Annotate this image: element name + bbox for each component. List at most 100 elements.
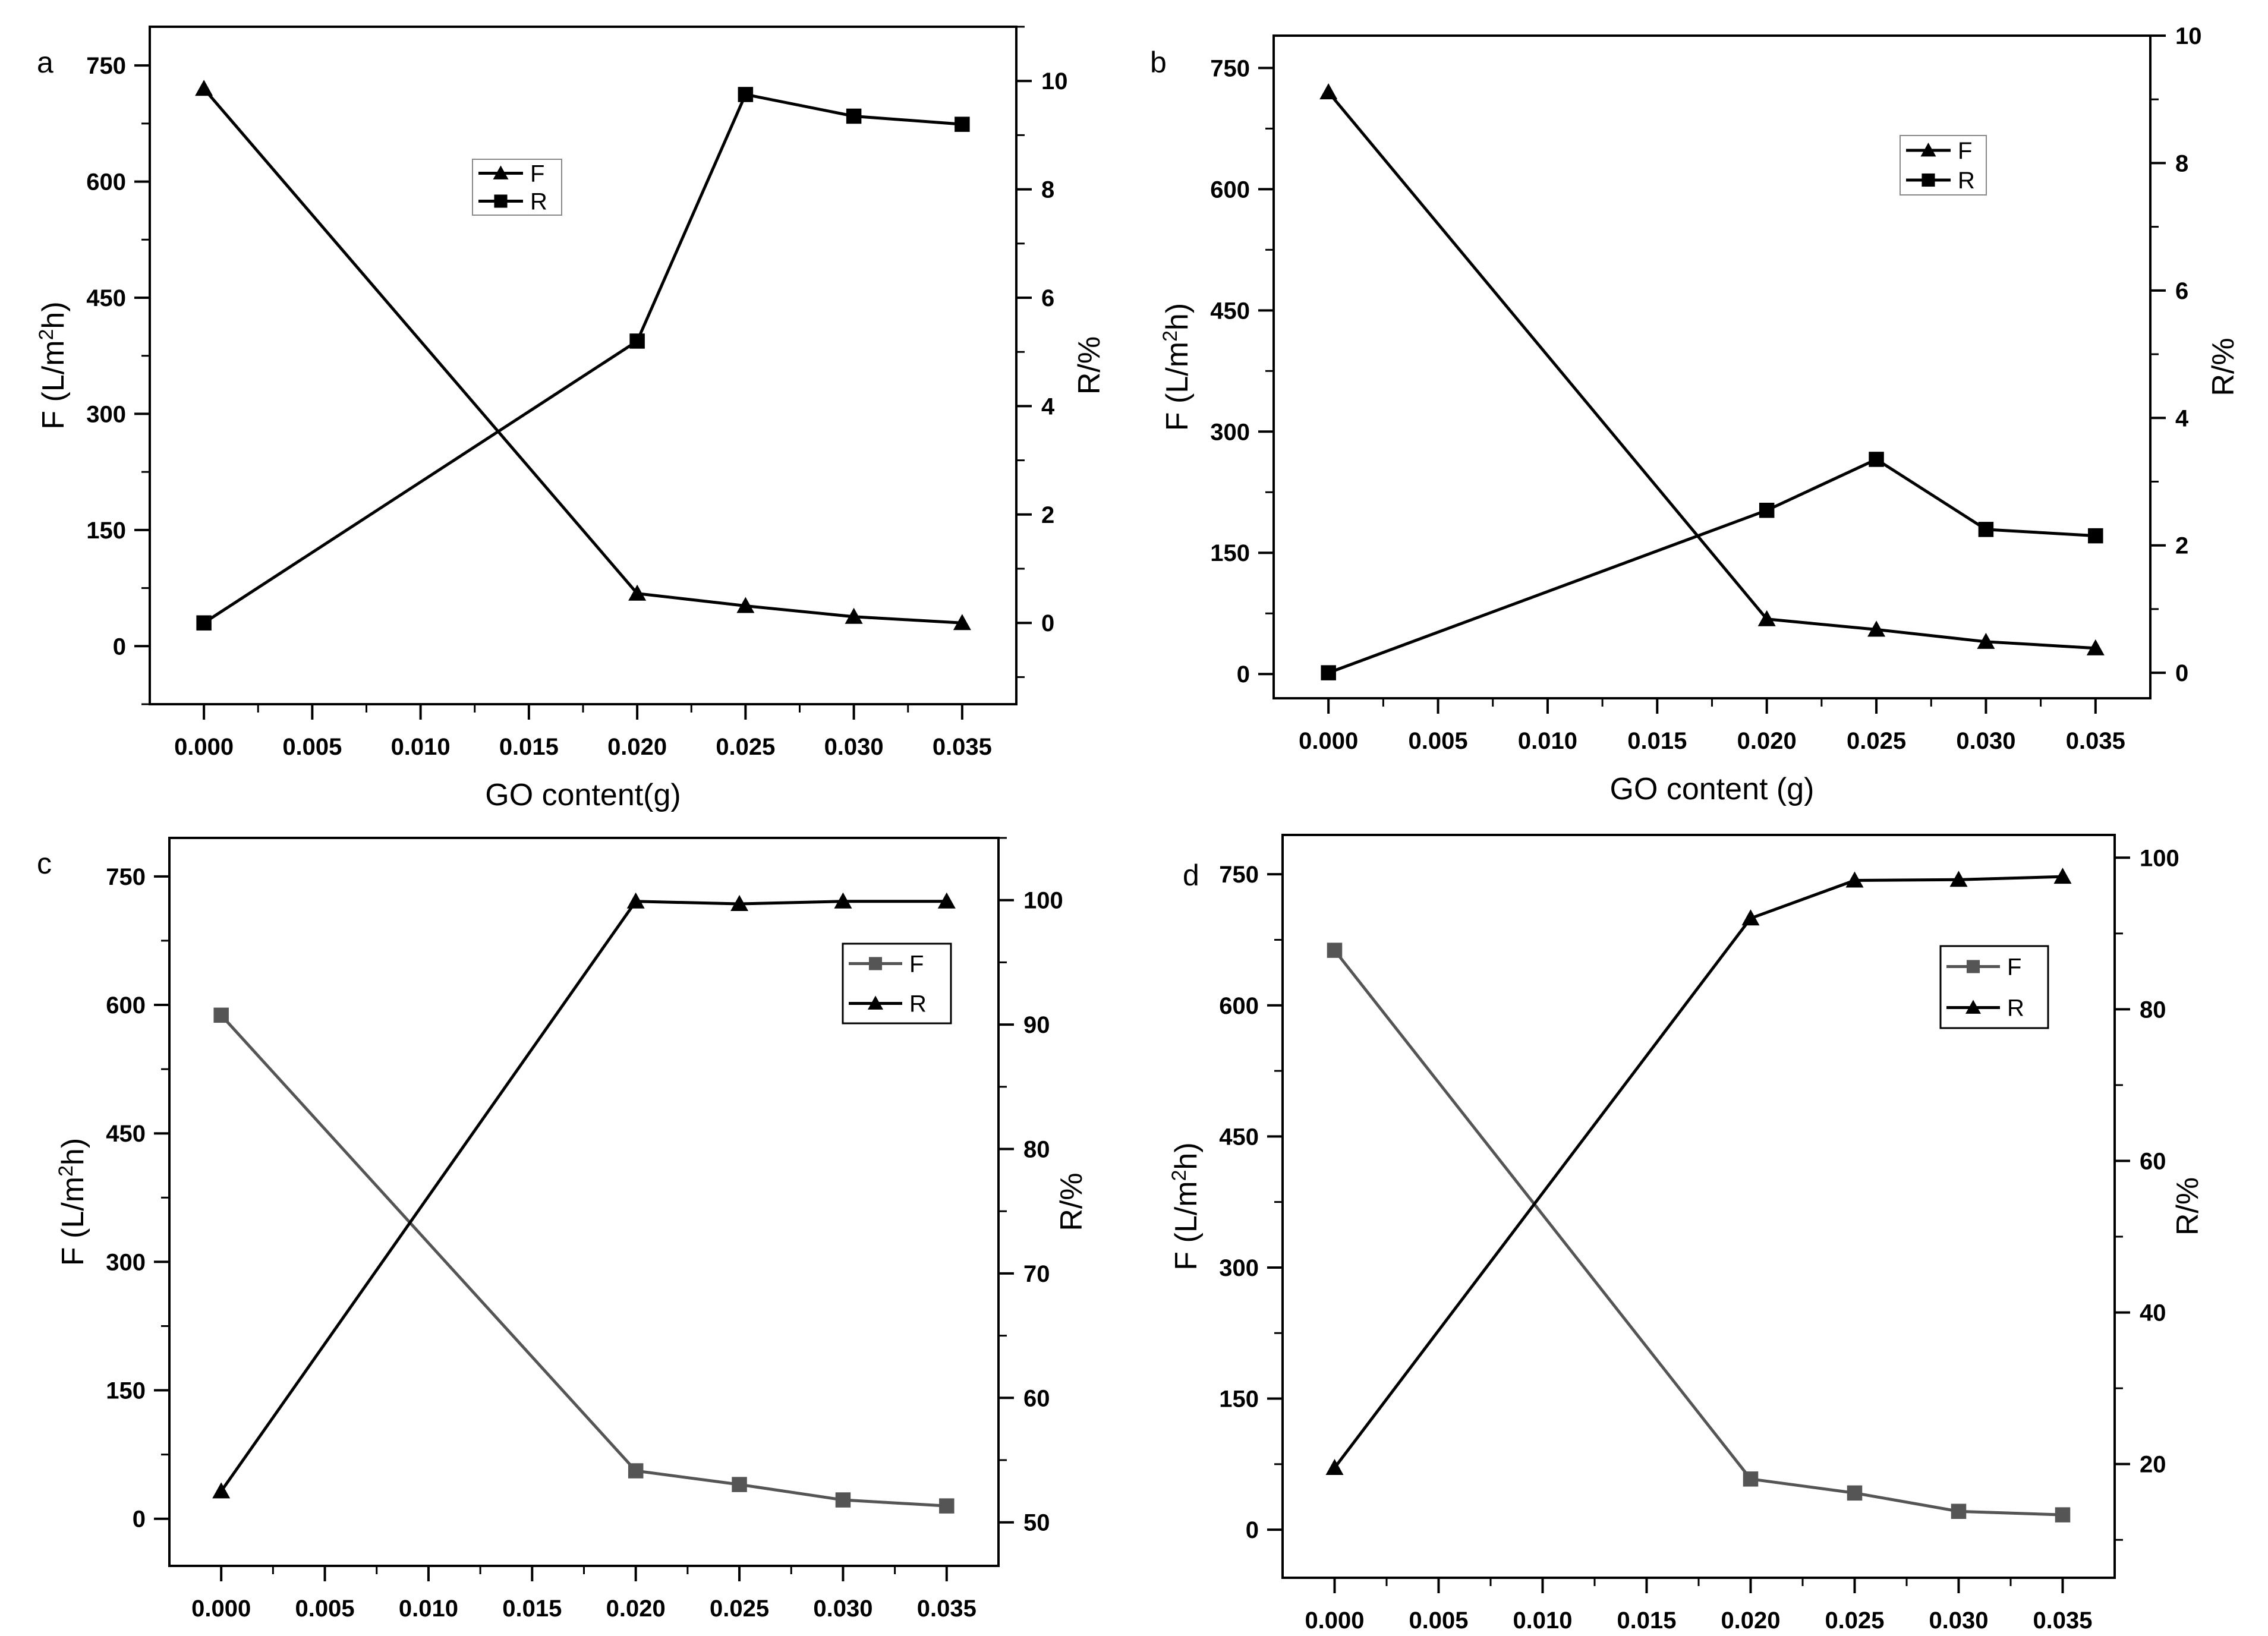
x-tick-label: 0.035 <box>933 734 992 760</box>
y-left-tick-label: 150 <box>1219 1386 1259 1413</box>
panel-d: 0.000 0.005 0.010 0.015 0.020 0.025 0.030 0.035… <box>1168 834 2205 1634</box>
y-left-tick-label: 0 <box>1237 661 1250 688</box>
y-right-axis-label: R/% <box>1072 336 1107 395</box>
panel-a: 0.000 0.005 0.010 0.015 0.020 0.025 0.030 0.035… <box>35 26 1107 812</box>
y-left-axis-label: F (L/m2h) <box>35 301 71 429</box>
legend-marker-F <box>1920 143 1936 157</box>
y-right-tick-label: 60 <box>1023 1385 1050 1411</box>
data-point-R <box>1845 871 1864 888</box>
data-point-F <box>2086 639 2105 655</box>
data-point-R <box>730 894 749 911</box>
y-left-label-text: h) <box>1160 303 1195 330</box>
y-left-tick-label: 600 <box>1210 176 1250 203</box>
data-point-F <box>2055 1507 2071 1522</box>
y-left-tick-label: 300 <box>1219 1255 1259 1281</box>
y-left-tick-label: 150 <box>1210 540 1250 566</box>
data-point-R <box>1759 502 1775 518</box>
x-tick-label: 0.010 <box>399 1596 458 1622</box>
y-right-tick-label: 100 <box>1023 888 1063 914</box>
panel-label: c <box>37 847 52 880</box>
y-right-tick-label: 8 <box>1041 177 1054 203</box>
x-tick-label: 0.030 <box>824 734 884 760</box>
y-left-label-superscript: 2 <box>35 329 58 341</box>
x-tick-label: 0.020 <box>606 1596 666 1622</box>
y-right-tick-label: 2 <box>1041 502 1054 528</box>
y-left-tick-label: 300 <box>106 1249 146 1275</box>
legend-label-F: F <box>530 161 544 187</box>
legend-marker-R <box>1965 1000 1981 1014</box>
y-right-axis-label: R/% <box>2171 1177 2205 1235</box>
y-right-tick-label: 80 <box>2140 997 2166 1023</box>
x-tick-label: 0.010 <box>1513 1607 1572 1634</box>
data-point-F <box>1847 1485 1863 1501</box>
y-left-label-text: F (L/m <box>36 340 71 429</box>
y-right-tick-label: 90 <box>1023 1012 1050 1038</box>
legend-box <box>1900 135 1987 196</box>
y-right-tick-label: 50 <box>1023 1510 1050 1536</box>
y-right-tick-label: 2 <box>2175 533 2188 559</box>
legend-marker-F <box>493 165 509 179</box>
data-point-R <box>1869 452 1884 467</box>
y-right-tick-label: 6 <box>2175 278 2188 304</box>
data-point-F <box>953 614 971 631</box>
data-point-F <box>732 1477 747 1492</box>
y-right-tick-label: 100 <box>2140 845 2179 871</box>
y-right-tick-label: 60 <box>2140 1148 2166 1174</box>
y-left-tick-label: 150 <box>106 1378 146 1404</box>
y-left-tick-label: 0 <box>1246 1517 1259 1543</box>
x-tick-label: 0.015 <box>499 734 559 760</box>
y-left-label-text: F (L/m <box>56 1177 90 1266</box>
x-tick-label: 0.030 <box>1929 1607 1988 1634</box>
x-tick-label: 0.035 <box>917 1596 976 1622</box>
data-point-F <box>1951 1503 1967 1519</box>
x-tick-label: 0.020 <box>1737 728 1797 754</box>
y-right-tick-label: 4 <box>2175 405 2189 431</box>
data-point-R <box>2088 528 2103 544</box>
legend-marker-F <box>1966 960 1980 973</box>
x-tick-label: 0.025 <box>1825 1607 1884 1634</box>
panel-label: b <box>1150 46 1167 79</box>
legend-box <box>842 942 952 1025</box>
data-point-F <box>1977 632 1995 649</box>
data-point-R <box>834 892 852 909</box>
data-point-F <box>628 1463 644 1479</box>
y-left-tick-label: 450 <box>106 1121 146 1147</box>
data-point-R <box>629 333 645 349</box>
y-left-tick-label: 300 <box>86 401 126 427</box>
data-point-R <box>212 1482 231 1499</box>
legend-label-F: F <box>909 951 924 978</box>
legend-label-R: R <box>530 189 547 215</box>
y-right-axis-label: R/% <box>2206 338 2241 396</box>
y-left-tick-label: 600 <box>106 992 146 1019</box>
y-left-label-superscript: 2 <box>1159 330 1182 342</box>
y-left-tick-label: 750 <box>106 864 146 890</box>
legend-marker-R <box>1922 173 1935 187</box>
x-tick-label: 0.035 <box>2066 728 2125 754</box>
legend-label-R: R <box>909 991 927 1017</box>
data-point-F <box>736 597 755 613</box>
data-point-F <box>1757 610 1776 626</box>
y-left-tick-label: 0 <box>113 633 126 660</box>
legend-label-R: R <box>1958 168 1975 194</box>
x-tick-label: 0.015 <box>1617 1607 1676 1634</box>
legend-marker-R <box>494 194 508 208</box>
x-tick-label: 0.005 <box>1409 1607 1468 1634</box>
data-point-R <box>196 615 212 631</box>
y-right-tick-label: 10 <box>2175 23 2202 49</box>
x-tick-label: 0.030 <box>813 1596 872 1622</box>
data-point-F <box>628 584 647 601</box>
y-left-tick-label: 750 <box>1210 55 1250 81</box>
data-point-F <box>1867 620 1886 637</box>
legend-box <box>1939 945 2049 1029</box>
y-right-tick-label: 80 <box>1023 1137 1050 1163</box>
y-left-label-text: F (L/m <box>1169 1181 1204 1270</box>
x-tick-label: 0.000 <box>1299 728 1358 754</box>
y-right-tick-label: 10 <box>1041 68 1068 94</box>
y-right-tick-label: 6 <box>1041 285 1054 311</box>
legend-box <box>472 159 562 216</box>
data-point-F <box>1319 83 1338 100</box>
x-tick-label: 0.035 <box>2033 1607 2092 1634</box>
x-axis-label: GO content (g) <box>1610 772 1815 806</box>
y-left-label-superscript: 2 <box>1168 1170 1190 1181</box>
